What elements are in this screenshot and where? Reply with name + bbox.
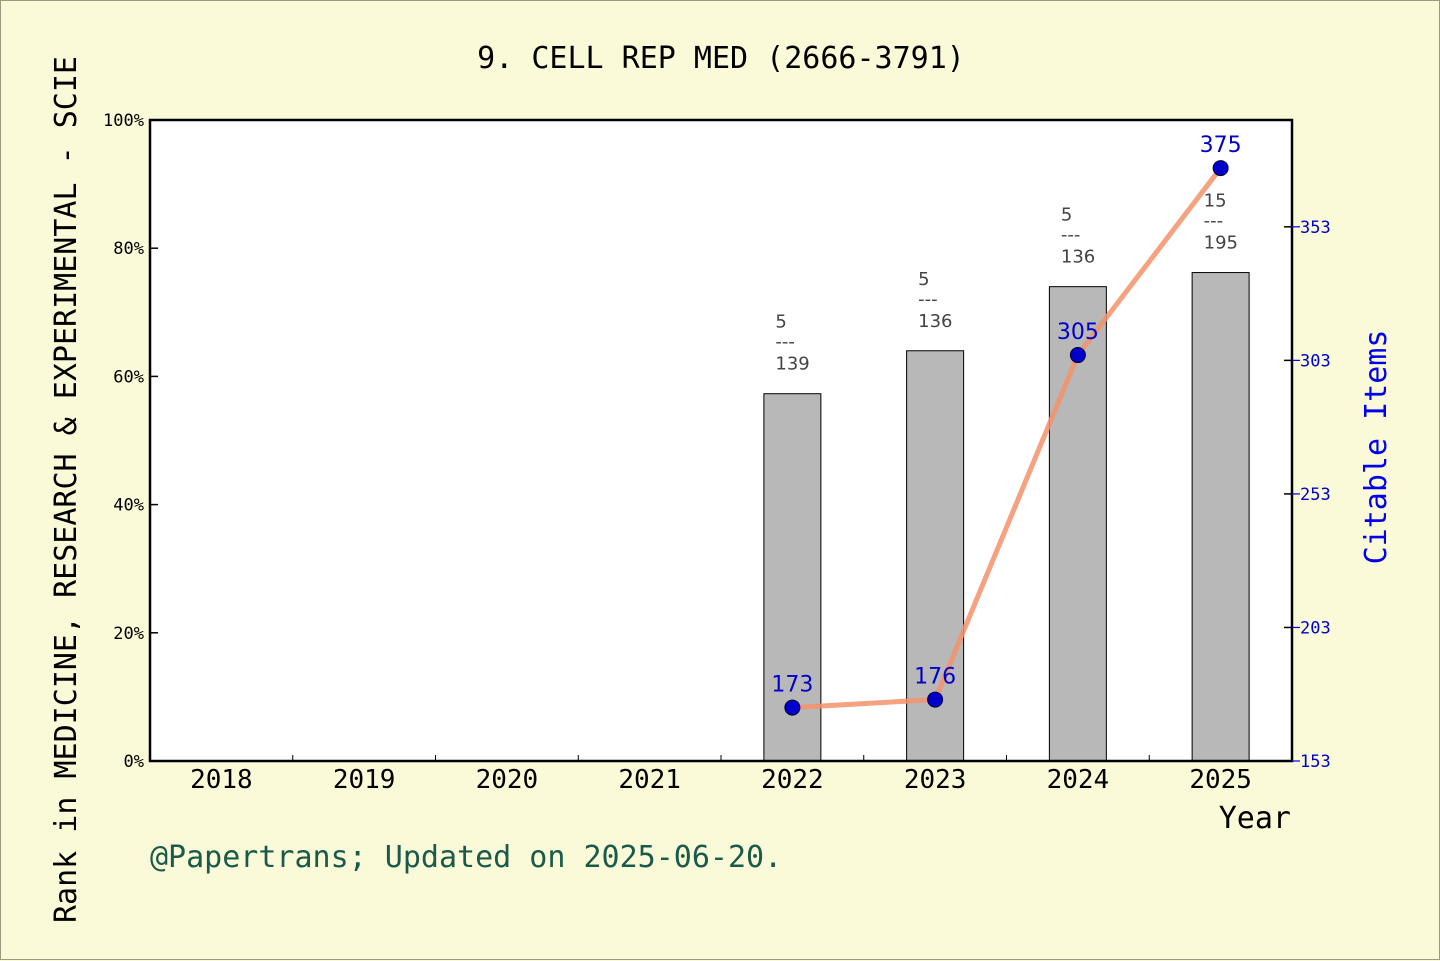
y-tick-label-left: 100% [103,111,144,131]
rank-number-label: 15 [1204,191,1227,212]
y-tick-label-left: 40% [113,496,144,516]
x-tick-label: 2019 [333,765,396,795]
rank-separator-label: --- [1204,211,1224,232]
y-tick-label-right: 153 [1300,752,1331,772]
rank-number-label: 5 [918,269,929,290]
citable-items-value-label: 375 [1200,133,1242,158]
citable-items-line [792,166,1223,711]
x-tick-label: 2025 [1189,765,1252,795]
x-tick-label: 2018 [190,765,253,795]
x-tick-label: 2024 [1047,765,1110,795]
plot-area [150,120,1292,761]
y-axis-label-left: Rank in MEDICINE, RESEARCH & EXPERIMENTA… [49,56,84,923]
citable-items-value-label: 173 [771,673,813,698]
rank-number-label: 5 [775,312,786,333]
rank-separator-label: --- [1061,225,1081,246]
y-tick-label-left: 60% [113,367,144,387]
rank-separator-label: --- [775,332,795,353]
rank-total-label: 139 [775,354,809,375]
rank-bar [1191,272,1250,762]
y-axis-left: 0% 20% 40% 60% 80% 100% [103,111,158,772]
x-axis: 2018 2019 2020 2021 2022 2023 2024 2025 [190,755,1252,795]
credit-text: @Papertrans; Updated on 2025-06-20. [150,840,782,875]
citable-items-point [784,699,801,716]
rank-separator-label: --- [918,289,938,310]
rank-total-label: 195 [1204,233,1238,254]
chart-title: 9. CELL REP MED (2666-3791) [477,41,965,76]
bars-layer [763,272,1250,762]
y-tick-label-right: 253 [1300,485,1331,505]
citable-items-point [927,691,944,708]
y-tick-label-right: 303 [1300,351,1331,371]
y-axis-right: 153 203 253 303 353 [1284,218,1331,772]
x-tick-label: 2020 [476,765,539,795]
y-tick-label-left: 80% [113,239,144,259]
citable-items-point [1069,347,1086,364]
x-axis-label: Year [1219,801,1291,836]
rank-bar [1048,286,1107,762]
citable-items-value-label: 176 [914,665,956,690]
y-axis-label-right: Citable Items [1359,330,1394,565]
y-tick-label-right: 203 [1300,618,1331,638]
rank-number-label: 5 [1061,205,1072,226]
line-layer [784,160,1229,716]
x-tick-label: 2021 [618,765,681,795]
x-tick-label: 2023 [904,765,967,795]
rank-total-label: 136 [1061,247,1095,268]
y-tick-label-left: 20% [113,624,144,644]
x-tick-label: 2022 [761,765,824,795]
y-tick-label-right: 353 [1300,218,1331,238]
rank-total-label: 136 [918,311,952,332]
citable-items-value-label: 305 [1057,320,1099,345]
citable-items-point [1212,160,1229,177]
y-tick-label-left: 0% [124,752,144,772]
